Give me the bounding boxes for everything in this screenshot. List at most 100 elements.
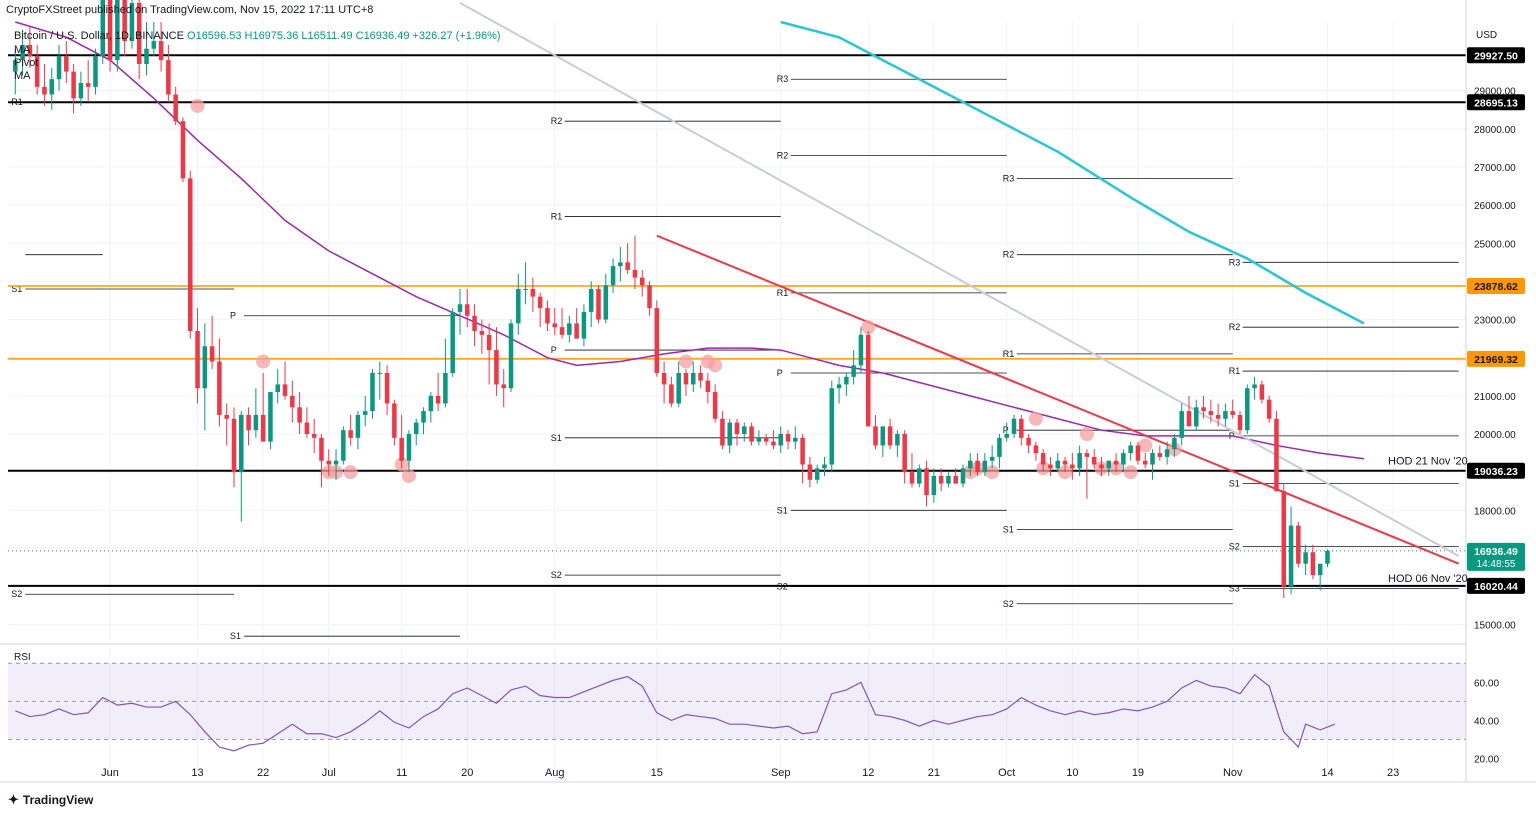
- candle-body: [574, 323, 579, 339]
- y-tick-label: 28000.00: [1474, 125, 1516, 136]
- candle-body: [1150, 453, 1155, 465]
- candle-body: [268, 392, 273, 442]
- candle-body: [413, 422, 419, 434]
- candle-body: [129, 2, 135, 42]
- x-tick-label: 14: [1321, 767, 1333, 779]
- candle-body: [778, 434, 783, 446]
- candle-body: [1077, 453, 1082, 469]
- candle-body: [1215, 414, 1221, 419]
- candle-body: [421, 411, 426, 423]
- x-tick-label: 13: [191, 767, 203, 779]
- y-tick-label: 18000.00: [1474, 506, 1516, 517]
- x-tick-label: 20: [461, 767, 473, 779]
- candle-body: [1237, 414, 1243, 431]
- pivot-label: P: [1003, 425, 1009, 435]
- candle-body: [698, 372, 703, 381]
- candle-body: [559, 327, 565, 335]
- candle-body: [275, 384, 280, 393]
- candle-body: [989, 456, 995, 461]
- x-tick-label: 12: [862, 767, 874, 779]
- candle-body: [807, 464, 813, 480]
- candle-body: [938, 475, 944, 484]
- x-tick-label: 21: [928, 767, 940, 779]
- candle-body: [1317, 563, 1323, 576]
- candle-body: [209, 346, 215, 362]
- candle-body: [756, 437, 762, 442]
- candle-body: [793, 437, 798, 442]
- candle-body: [734, 422, 740, 434]
- candle-body: [20, 44, 25, 61]
- rsi-panel: RSI 20.00 40.00 60.00: [8, 652, 1499, 765]
- level-tag: [1467, 278, 1525, 295]
- pivot-label: R3: [1229, 257, 1241, 267]
- candle-body: [924, 468, 929, 496]
- candle-body: [348, 430, 353, 438]
- pivot-label: S1: [1003, 524, 1014, 534]
- candle-body: [443, 372, 448, 404]
- level-tag: [1467, 47, 1525, 64]
- candle-body: [1011, 418, 1017, 434]
- candle-body: [829, 388, 835, 465]
- annotation-text: HOD 06 Nov '20: [1388, 573, 1468, 585]
- candle-body: [1245, 388, 1250, 431]
- price-labels: 29927.50 28695.13 23878.62 21969.32 19036.23…: [1388, 47, 1525, 594]
- highlight-circle: [190, 98, 205, 113]
- candle-body: [1121, 453, 1126, 465]
- candle-body: [552, 323, 558, 328]
- candle-body: [304, 422, 310, 434]
- candle-body: [1164, 449, 1170, 457]
- rsi-tick-label: 40.00: [1474, 716, 1499, 727]
- candle-body: [982, 460, 988, 473]
- candle-body: [166, 60, 171, 95]
- level-value: 23878.62: [1474, 281, 1518, 293]
- candle-body: [392, 403, 397, 438]
- highlight-circle: [1079, 427, 1094, 441]
- candle-body: [64, 56, 69, 72]
- x-tick-label: Sep: [771, 767, 791, 779]
- candle-body: [282, 384, 288, 396]
- y-tick-label: 20000.00: [1474, 430, 1516, 441]
- candle-body: [814, 468, 820, 480]
- candle-body: [1259, 384, 1265, 400]
- candle-body: [1281, 491, 1287, 587]
- candle-body: [712, 392, 718, 419]
- highlight-circle: [401, 468, 416, 483]
- y-tick-label: 25000.00: [1474, 239, 1516, 250]
- candle-body: [173, 94, 178, 122]
- candle-body: [654, 308, 660, 373]
- level-value: 21969.32: [1474, 354, 1518, 366]
- candle-body: [122, 0, 127, 42]
- candle-body: [946, 475, 951, 484]
- candle-body: [822, 464, 827, 469]
- candle-body: [1303, 552, 1308, 564]
- currency-label: USD: [1476, 30, 1497, 41]
- candle-body: [669, 384, 674, 404]
- candle-body: [217, 361, 222, 415]
- candle-body: [887, 426, 893, 446]
- candle-body: [1070, 464, 1075, 469]
- candle-body: [742, 426, 747, 434]
- symbol-name: Bitcoin / U.S. Dollar, 1D, BINANCE: [14, 30, 184, 42]
- tradingview-logo[interactable]: ✦ TradingView: [8, 792, 93, 808]
- indicator-label-ma: MA: [14, 44, 31, 56]
- pivot-label: P: [551, 345, 557, 355]
- pivot-label: S1: [551, 433, 562, 443]
- candle-body: [953, 475, 958, 484]
- highlight-circle: [678, 354, 693, 369]
- candle-body: [319, 437, 324, 461]
- candle-body: [931, 475, 937, 496]
- pivot-label: R1: [1229, 366, 1241, 376]
- candle-body: [771, 441, 776, 446]
- candle-body: [1179, 411, 1184, 438]
- candle-body: [71, 71, 76, 99]
- level-value: 16020.44: [1474, 581, 1518, 593]
- candle-body: [508, 323, 514, 389]
- bar-countdown: 14:48:55: [1477, 559, 1516, 570]
- pivot-label: S2: [1003, 599, 1014, 609]
- candle-body: [749, 426, 754, 442]
- y-tick-label: 27000.00: [1474, 163, 1516, 174]
- rsi-label: RSI: [14, 652, 31, 663]
- candle-body: [581, 311, 587, 339]
- candle-body: [975, 460, 980, 473]
